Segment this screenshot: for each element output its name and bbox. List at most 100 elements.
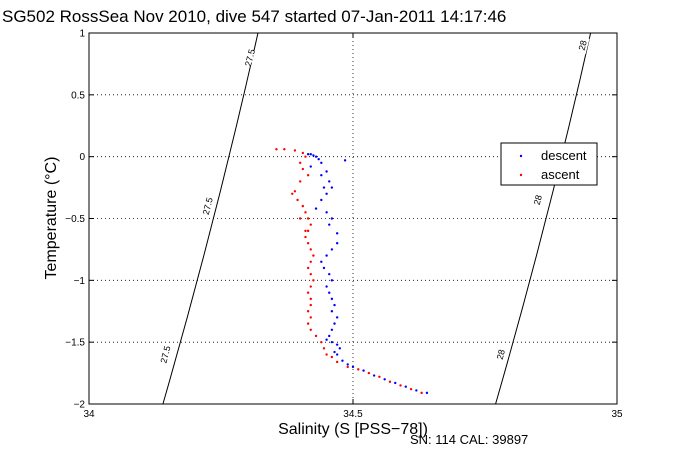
legend-marker-descent xyxy=(519,154,523,158)
data-point-descent xyxy=(330,217,334,220)
data-point-descent xyxy=(330,248,334,251)
y-tick-label: −1.5 xyxy=(65,338,85,349)
data-point-descent xyxy=(335,343,339,346)
data-point-descent xyxy=(328,291,331,294)
data-point-ascent xyxy=(306,229,310,233)
data-point-ascent xyxy=(346,365,349,369)
data-point-descent xyxy=(338,347,341,350)
data-point-ascent xyxy=(306,242,310,245)
data-point-ascent xyxy=(293,149,297,152)
data-point-descent xyxy=(325,211,328,214)
data-point-ascent xyxy=(304,211,307,214)
data-point-ascent xyxy=(299,217,302,220)
data-point-descent xyxy=(330,297,334,301)
x-tick-label: 35 xyxy=(611,409,623,420)
data-point-ascent xyxy=(306,174,310,177)
data-point-ascent xyxy=(309,272,312,276)
data-point-descent xyxy=(314,155,318,158)
data-point-ascent xyxy=(309,285,312,288)
data-point-descent xyxy=(309,165,312,168)
data-point-descent xyxy=(330,310,334,313)
data-point-descent xyxy=(314,207,318,210)
data-point-ascent xyxy=(357,368,360,371)
data-point-ascent xyxy=(301,167,305,171)
data-point-descent xyxy=(335,353,339,356)
data-point-ascent xyxy=(306,310,310,313)
isopycnal-label: 28 xyxy=(577,39,589,51)
data-point-ascent xyxy=(291,192,294,195)
data-point-descent xyxy=(330,279,334,282)
isopycnal-label: 27.5 xyxy=(243,48,257,67)
data-point-ascent xyxy=(388,380,392,383)
data-point-descent xyxy=(325,254,328,257)
data-point-ascent xyxy=(306,291,310,294)
isopycnal-lines: 27.5 27.5 27.5 28 28 28 xyxy=(159,32,592,405)
isopycnal-label-bg xyxy=(494,345,508,364)
data-point-descent xyxy=(394,381,397,385)
data-point-descent xyxy=(335,232,339,235)
data-point-ascent xyxy=(309,328,312,331)
y-axis-label: Temperature (°C) xyxy=(43,157,60,280)
data-point-descent xyxy=(330,340,334,344)
data-point-descent xyxy=(320,260,323,263)
data-point-ascent xyxy=(325,353,328,356)
chart-title: SG502 RossSea Nov 2010, dive 547 started… xyxy=(2,7,506,26)
y-tick-label: 0 xyxy=(79,152,85,163)
data-point-ascent xyxy=(299,180,302,183)
data-point-ascent xyxy=(296,198,299,202)
data-point-ascent xyxy=(309,248,312,251)
data-point-ascent xyxy=(301,151,305,155)
data-point-descent xyxy=(333,303,336,307)
data-point-descent xyxy=(372,374,376,377)
isopycnal-label-bg xyxy=(530,190,545,209)
data-point-ascent xyxy=(293,190,297,193)
data-point-ascent xyxy=(420,391,423,395)
data-point-ascent xyxy=(322,347,326,350)
data-point-descent xyxy=(328,223,331,226)
axis-ticks: 34 34.5 35 −2 −1.5 −1 −0.5 0 0.5 1 xyxy=(65,29,623,421)
data-point-ascent xyxy=(312,254,315,257)
data-point-descent xyxy=(333,350,336,354)
data-point-ascent xyxy=(312,279,315,282)
legend-marker-ascent xyxy=(519,173,523,177)
isopycnal-label: 28 xyxy=(532,194,544,206)
data-point-ascent xyxy=(299,161,302,165)
data-point-ascent xyxy=(309,223,312,226)
legend: descent ascent xyxy=(500,142,598,186)
data-point-descent xyxy=(362,369,365,372)
data-point-ascent xyxy=(367,371,371,375)
data-point-descent xyxy=(335,242,339,245)
x-axis-label: Salinity (S [PSS−78]) xyxy=(278,421,428,438)
data-point-descent xyxy=(328,180,331,183)
data-point-descent xyxy=(325,192,328,195)
data-point-ascent xyxy=(304,229,307,233)
data-point-descent xyxy=(415,389,418,392)
serial-calibration-text: SN: 114 CAL: 39897 xyxy=(410,432,528,447)
data-point-ascent xyxy=(309,297,312,301)
y-tick-label: 1 xyxy=(79,29,85,40)
data-point-descent xyxy=(351,365,355,369)
data-point-descent xyxy=(306,152,310,156)
data-point-ascent xyxy=(306,217,310,220)
isopycnal-line xyxy=(162,32,259,405)
data-point-ascent xyxy=(309,316,312,319)
data-point-descent xyxy=(322,186,326,189)
data-point-ascent xyxy=(306,266,310,270)
data-point-ascent xyxy=(330,355,334,359)
data-point-descent xyxy=(312,154,315,157)
data-point-ascent xyxy=(283,148,286,151)
data-point-descent xyxy=(325,170,328,173)
isopycnal-label-bg xyxy=(200,197,215,216)
data-point-descent xyxy=(322,266,326,270)
isopycnal-label-bg xyxy=(243,48,257,67)
data-point-descent xyxy=(309,152,312,156)
data-point-descent xyxy=(341,359,344,362)
data-point-descent xyxy=(317,157,320,161)
isopycnal-label: 27.5 xyxy=(159,345,173,364)
x-tick-label: 34 xyxy=(83,409,95,420)
data-point-descent xyxy=(328,272,331,276)
isopycnal-label: 27.5 xyxy=(201,196,215,215)
isopycnal-label: 28 xyxy=(495,348,507,360)
data-point-ascent xyxy=(335,360,339,364)
